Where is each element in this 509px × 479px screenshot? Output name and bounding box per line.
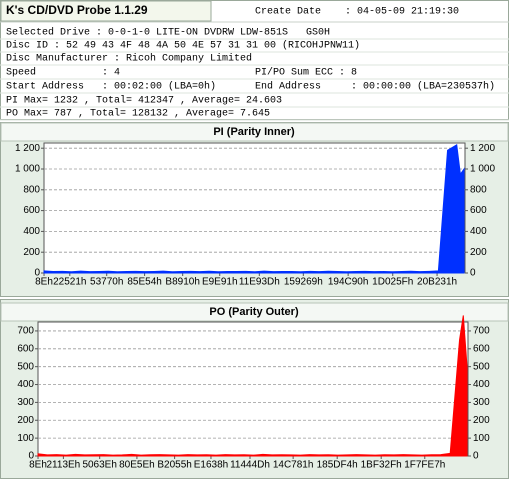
create-date: : 04-05-09 21:19:30 — [345, 7, 459, 18]
x-tick-label: E9E91h — [202, 277, 238, 288]
y-tick-label: 700 — [17, 326, 34, 337]
y2-tick-label: 600 — [473, 343, 490, 354]
app-title: K's CD/DVD Probe 1.1.29 — [6, 3, 148, 17]
x-tick-label: 185DF4h — [317, 460, 358, 471]
x-tick-label: B2055h — [157, 460, 191, 471]
chart-title-box — [0, 122, 509, 142]
y2-tick-label: 1 200 — [470, 143, 495, 154]
chart-title-box — [0, 302, 509, 322]
y-tick-label: 500 — [17, 361, 34, 372]
y2-tick-label: 800 — [470, 184, 487, 195]
x-tick-label: 5063Eh — [82, 460, 116, 471]
title-box — [0, 0, 212, 22]
x-tick-label: 14C781h — [273, 460, 314, 471]
y-tick-label: 600 — [23, 205, 40, 216]
y-tick-label: 100 — [17, 433, 34, 444]
plot-area — [43, 142, 466, 274]
y2-tick-label: 0 — [473, 451, 479, 462]
x-tick-label: 11E93Dh — [239, 277, 280, 288]
info-text: Selected Drive : 0-0-1-0 LITE-ON DVDRW L… — [6, 27, 330, 39]
x-tick-label: 159269h — [284, 277, 323, 288]
y2-tick-label: 100 — [473, 433, 490, 444]
info-text: PI Max= 1232 , Total= 412347 , Average= … — [6, 95, 282, 107]
x-tick-label: 22521h — [53, 277, 86, 288]
y2-tick-label: 200 — [473, 415, 490, 426]
data-area — [37, 315, 468, 457]
y2-tick-label: 500 — [473, 361, 490, 372]
y-tick-label: 200 — [17, 415, 34, 426]
plot-area — [37, 321, 469, 457]
info-text: Disc Manufacturer : Ricoh Company Limite… — [6, 53, 252, 65]
chart-title: PI (Parity Inner) — [213, 126, 295, 138]
chart-title: PO (Parity Outer) — [209, 306, 299, 318]
info-text: Disc ID : 52 49 43 4F 48 4A 50 4E 57 31 … — [6, 40, 360, 52]
y-tick-label: 0 — [34, 268, 40, 279]
y2-tick-label: 400 — [473, 379, 490, 390]
x-tick-label: 1F7FE7h — [404, 460, 445, 471]
x-tick-label: 20B231h — [417, 277, 457, 288]
y-tick-label: 800 — [23, 184, 40, 195]
y-tick-label: 1 000 — [15, 164, 40, 175]
y2-tick-label: 600 — [470, 205, 487, 216]
x-tick-label: 8Eh — [35, 277, 53, 288]
x-tick-label: 11444Dh — [230, 460, 270, 471]
x-tick-label: 80E5Eh — [119, 460, 155, 471]
info-text: Speed : 4 — [6, 67, 120, 79]
y-tick-label: 300 — [17, 397, 34, 408]
info-text: PO Max= 787 , Total= 128132 , Average= 7… — [6, 108, 270, 120]
x-tick-label: B8910h — [165, 277, 199, 288]
info-text: End Address : 00:00:00 (LBA=230537h) — [255, 81, 495, 93]
y2-tick-label: 0 — [470, 268, 476, 279]
x-tick-label: 8Eh — [29, 460, 47, 471]
y2-tick-label: 300 — [473, 397, 490, 408]
x-tick-label: 1D025Fh — [372, 277, 413, 288]
y2-tick-label: 1 000 — [470, 164, 495, 175]
y-tick-label: 400 — [23, 226, 40, 237]
x-tick-label: 1BF32Fh — [361, 460, 402, 471]
y-tick-label: 200 — [23, 247, 40, 258]
x-tick-label: 53770h — [90, 277, 123, 288]
info-text: PI/PO Sum ECC : 8 — [255, 67, 357, 79]
x-tick-label: E1638h — [194, 460, 228, 471]
create-date-label: Create Date — [255, 7, 321, 18]
x-tick-label: 194C90h — [328, 277, 369, 288]
y-tick-label: 1 200 — [15, 143, 40, 154]
y-tick-label: 600 — [17, 343, 34, 354]
data-area — [43, 144, 465, 274]
y-tick-label: 400 — [17, 379, 34, 390]
x-tick-label: 2113Eh — [47, 460, 81, 471]
y2-tick-label: 200 — [470, 247, 487, 258]
info-text: Start Address : 00:02:00 (LBA=0h) — [6, 81, 216, 93]
y2-tick-label: 700 — [473, 326, 490, 337]
y2-tick-label: 400 — [470, 226, 487, 237]
x-tick-label: 85E54h — [127, 277, 161, 288]
y-tick-label: 0 — [28, 451, 34, 462]
